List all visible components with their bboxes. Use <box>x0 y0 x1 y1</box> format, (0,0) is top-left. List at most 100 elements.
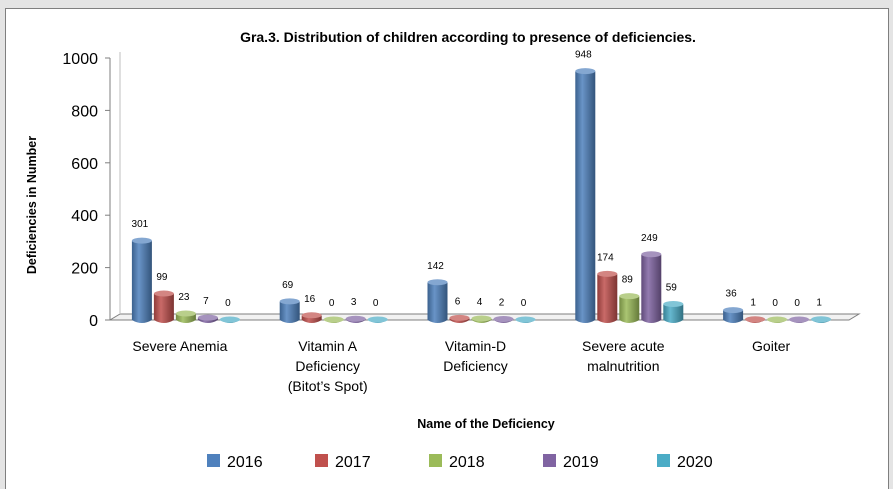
data-label: 3 <box>351 297 357 308</box>
category-label: Severe Anemia <box>132 338 227 354</box>
bar-body <box>619 293 640 323</box>
category-label: Goiter <box>752 338 790 354</box>
bar-body <box>131 238 152 323</box>
bar-top <box>745 316 766 323</box>
bar-top <box>131 237 152 244</box>
bar-2018-4 <box>767 316 788 323</box>
bar-2017-4 <box>745 316 766 323</box>
chart-title: Gra.3. Distribution of children accordin… <box>240 29 696 45</box>
bar-2017-0 <box>153 290 174 323</box>
y-tick-label: 400 <box>71 208 98 225</box>
legend-swatch <box>429 454 442 467</box>
y-tick-label: 0 <box>89 313 98 330</box>
legend-label: 2016 <box>227 454 263 471</box>
bar-2018-3 <box>619 293 640 323</box>
bar-2020-3 <box>663 301 684 323</box>
data-label: 4 <box>477 297 483 308</box>
bar-top <box>723 307 744 314</box>
bar-2019-3 <box>641 251 662 323</box>
legend-item-2016: 2016 <box>207 454 263 471</box>
bar-top <box>493 315 514 322</box>
bar-top <box>789 316 810 323</box>
data-label: 0 <box>772 298 778 309</box>
bar-2016-2 <box>427 279 448 323</box>
bar-body <box>641 251 662 323</box>
bar-top <box>641 251 662 258</box>
bar-body <box>427 279 448 323</box>
data-label: 1 <box>750 298 756 309</box>
x-axis-label: Name of the Deficiency <box>417 417 555 431</box>
bar-2020-4 <box>811 316 832 323</box>
bar-2020-2 <box>515 316 536 323</box>
bar-top <box>471 315 492 322</box>
bar-top <box>175 310 196 317</box>
bar-top <box>153 290 174 297</box>
bar-top <box>219 316 240 323</box>
data-label: 0 <box>521 298 527 309</box>
chart-frame <box>5 8 889 489</box>
legend-swatch <box>207 454 220 467</box>
data-label: 1 <box>816 298 822 309</box>
bar-top <box>663 301 684 308</box>
bar-2016-3 <box>575 68 596 324</box>
bar-2016-4 <box>723 307 744 323</box>
bar-2016-0 <box>131 237 152 323</box>
y-tick-label: 800 <box>71 103 98 120</box>
bar-top <box>515 316 536 323</box>
bar-2019-0 <box>197 314 218 323</box>
bar-2017-2 <box>449 314 470 323</box>
legend-swatch <box>657 454 670 467</box>
bar-top <box>367 316 388 323</box>
bar-top <box>301 312 322 319</box>
category-label: Deficiency <box>443 358 508 374</box>
legend-item-2020: 2020 <box>657 454 713 471</box>
legend-label: 2017 <box>335 454 371 471</box>
bar-2017-1 <box>301 312 322 323</box>
bar-top <box>811 316 832 323</box>
category-label: malnutrition <box>587 358 659 374</box>
bar-2018-0 <box>175 310 196 323</box>
legend-label: 2020 <box>677 454 713 471</box>
bar-2019-4 <box>789 316 810 323</box>
bar-top <box>575 68 596 75</box>
bar-2019-1 <box>345 315 366 323</box>
category-label: (Bitot’s Spot) <box>288 378 368 394</box>
bar-2020-0 <box>219 316 240 323</box>
y-tick-label: 200 <box>71 261 98 278</box>
bar-2017-3 <box>597 270 618 323</box>
legend-swatch <box>315 454 328 467</box>
data-label: 301 <box>132 219 149 230</box>
data-label: 0 <box>225 298 231 309</box>
category-label: Vitamin A <box>298 338 358 354</box>
bar-top <box>345 315 366 322</box>
data-label: 7 <box>203 296 209 307</box>
data-label: 2 <box>499 297 505 308</box>
legend-item-2018: 2018 <box>429 454 485 471</box>
bar-body <box>597 271 618 323</box>
bar-top <box>767 316 788 323</box>
data-label: 16 <box>304 294 316 305</box>
bar-body <box>279 298 300 323</box>
bar-2020-1 <box>367 316 388 323</box>
bar-top <box>449 314 470 321</box>
bar-top <box>619 293 640 300</box>
bar-2019-2 <box>493 315 514 323</box>
data-label: 249 <box>641 233 658 244</box>
data-label: 59 <box>666 283 678 294</box>
legend-item-2017: 2017 <box>315 454 371 471</box>
bar-body <box>575 68 596 324</box>
category-label: Severe acute <box>582 338 665 354</box>
data-label: 99 <box>156 272 168 283</box>
bar-top <box>427 279 448 286</box>
y-tick-label: 600 <box>71 156 98 173</box>
category-label: Deficiency <box>295 358 360 374</box>
data-label: 89 <box>622 275 634 286</box>
data-label: 0 <box>794 298 800 309</box>
data-label: 23 <box>178 292 190 303</box>
data-label: 174 <box>597 252 614 263</box>
bar-body <box>153 291 174 323</box>
bar-top <box>323 316 344 323</box>
bar-body <box>663 301 684 323</box>
